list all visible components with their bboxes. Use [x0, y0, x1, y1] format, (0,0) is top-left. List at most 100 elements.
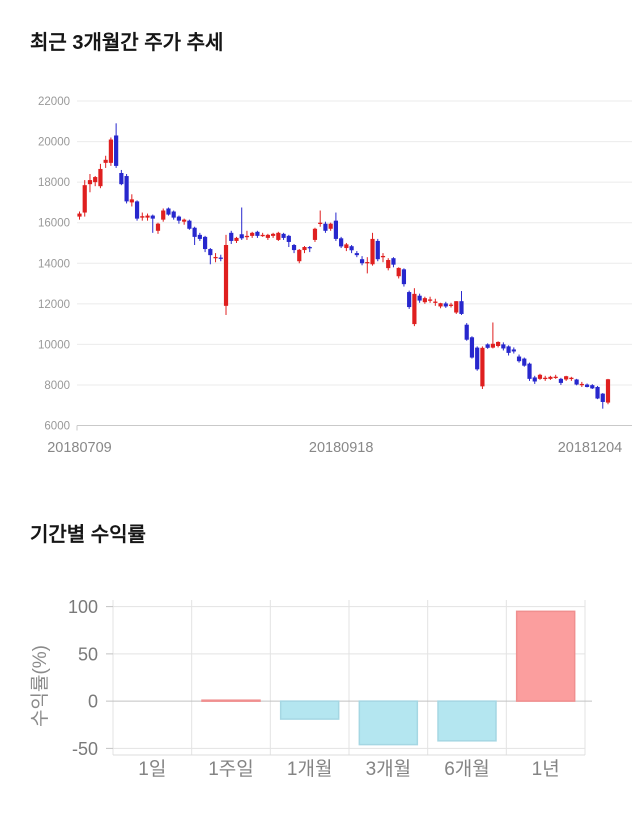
candle-body [344, 244, 349, 249]
candle-body [302, 247, 307, 251]
candle-body [506, 346, 511, 353]
return-bar [201, 699, 261, 702]
candle-body [182, 219, 187, 222]
candle-body [480, 347, 485, 387]
price-chart-svg: 6000 8000 10000 12000 14000 16000 18000 20000 22… [38, 96, 632, 456]
candle-body [433, 301, 438, 303]
candle-body [129, 199, 134, 203]
returns-chart: 100 50 0 -50 1일 1주일 1개월 3개월 6개월 1년 수익률(%) [0, 560, 640, 815]
candle-body [375, 240, 380, 260]
candle-body [323, 223, 328, 231]
candle-body [391, 258, 396, 265]
candle-body [271, 233, 276, 236]
candle-body [511, 349, 516, 352]
y-axis-tick-label: 14000 [38, 258, 70, 270]
candle-body [396, 267, 401, 277]
return-bar [279, 700, 340, 720]
candle-body [522, 358, 527, 366]
candle-body [307, 247, 312, 249]
candle-body [108, 139, 113, 163]
candle-body [223, 244, 229, 306]
candle-body [260, 234, 265, 237]
y-axis-tick-label: 16000 [38, 218, 70, 230]
x-axis-category-label: 6개월 [444, 758, 490, 780]
y-axis-tick-label: 0 [88, 692, 98, 712]
x-axis-category-label: 1개월 [287, 758, 333, 780]
candle-body [318, 222, 323, 224]
candle-body [98, 168, 103, 187]
candle-body [600, 393, 605, 402]
candle-body [333, 220, 339, 239]
candle-body [229, 232, 234, 241]
candle-body [87, 180, 93, 185]
candle-body [548, 376, 553, 379]
y-axis-tick-label: -50 [72, 739, 98, 759]
candle-body [412, 293, 417, 325]
candle-body [213, 256, 218, 259]
candle-body [291, 244, 297, 251]
candle-body [140, 216, 145, 218]
candle-body [192, 227, 197, 237]
y-axis-tick-label: 8000 [44, 380, 70, 392]
candle-body [454, 301, 459, 313]
candle-body [155, 223, 161, 231]
y-axis-tick-label: 18000 [38, 177, 70, 189]
candle-body [312, 228, 318, 240]
y-axis-tick-label: 50 [78, 644, 98, 664]
x-axis-category-label: 1주일 [208, 758, 254, 780]
candle-body [532, 377, 537, 382]
candle-body [349, 246, 354, 251]
candle-body [276, 232, 281, 240]
candle-body [145, 215, 150, 218]
candle-body [339, 238, 344, 247]
candle-body [370, 238, 375, 265]
candle-body [527, 363, 532, 379]
y-axis-tick-label: 6000 [44, 421, 70, 433]
candle-body [448, 304, 454, 306]
candle-body [239, 234, 244, 239]
candle-body [244, 235, 250, 238]
y-axis-tick-label: 22000 [38, 96, 70, 108]
candle-body [469, 337, 475, 358]
candle-body [438, 303, 443, 307]
candle-body [218, 257, 223, 259]
candle-body [265, 234, 270, 238]
candle-body [605, 379, 611, 403]
x-axis-category-label: 1일 [138, 758, 166, 780]
candle-body [328, 223, 333, 229]
returns-chart-svg: 100 50 0 -50 1일 1주일 1개월 3개월 6개월 1년 수익률(%) [29, 597, 592, 780]
candle-body [380, 255, 386, 258]
y-axis-tick-label: 10000 [38, 339, 70, 351]
candle-body [354, 253, 359, 256]
y-axis-tick-label: 20000 [38, 137, 70, 149]
candle-body [427, 299, 433, 301]
returns-chart-title: 기간별 수익률 [30, 524, 146, 546]
candle-body [459, 301, 464, 314]
candle-body [359, 259, 365, 264]
candle-body [103, 159, 108, 163]
candle-body [569, 377, 574, 380]
candle-body [501, 344, 506, 349]
candle-body [150, 215, 155, 219]
return-bar [437, 700, 497, 742]
candle-body [119, 172, 124, 185]
candle-body [187, 220, 192, 229]
candle-body [202, 236, 208, 250]
candle-body [496, 341, 501, 346]
candle-body [553, 376, 558, 379]
candle-body [579, 383, 584, 386]
candle-body [161, 210, 166, 220]
candle-body [124, 176, 129, 202]
candle-body [464, 324, 469, 340]
candle-body [386, 260, 391, 269]
price-chart-title: 최근 3개월간 주가 추세 [30, 32, 224, 54]
x-axis-category-label: 1년 [532, 758, 560, 780]
candle-body [475, 347, 480, 370]
candle-body [590, 385, 595, 389]
candle-body [134, 201, 140, 219]
return-bar [358, 700, 419, 746]
y-axis-tick-label: 100 [68, 597, 98, 617]
price-chart: 6000 8000 10000 12000 14000 16000 18000 20000 22… [0, 60, 640, 477]
candle-body [286, 235, 291, 242]
candle-body [166, 208, 171, 215]
